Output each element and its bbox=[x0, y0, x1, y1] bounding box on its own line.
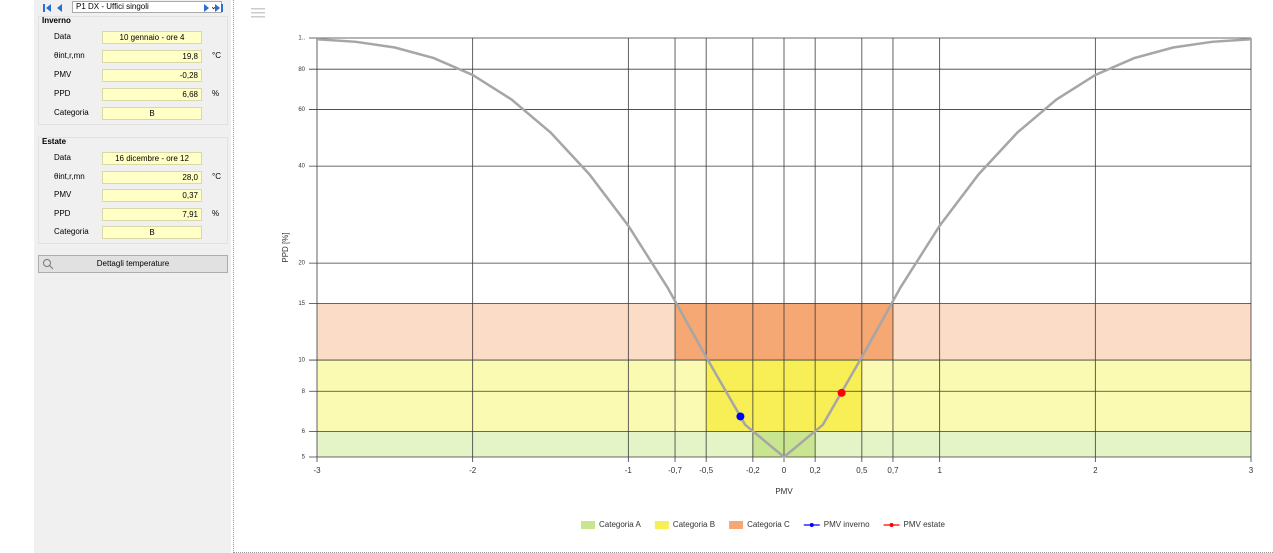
field-unit: % bbox=[212, 89, 220, 98]
x-tick-label: -0,2 bbox=[746, 466, 760, 475]
x-tick-label: -3 bbox=[313, 466, 321, 475]
x-tick-label: -0,7 bbox=[668, 466, 682, 475]
y-tick-label: 10 bbox=[298, 358, 305, 364]
field-label: θint,r,mn bbox=[54, 51, 85, 60]
y-tick-label: 1.. bbox=[298, 36, 305, 42]
x-tick-label: 0,2 bbox=[810, 466, 822, 475]
field-label: Data bbox=[54, 153, 71, 162]
field-label: PPD bbox=[54, 89, 71, 98]
x-tick-label: -1 bbox=[625, 466, 633, 475]
section-frame bbox=[38, 137, 228, 244]
legend-swatch bbox=[654, 521, 669, 529]
field-label: θint,r,mn bbox=[54, 171, 85, 181]
x-tick-label: 1 bbox=[937, 466, 942, 475]
field-label: Categoria bbox=[54, 227, 89, 236]
y-tick-label: 6 bbox=[302, 429, 306, 435]
legend-label: Categoria A bbox=[599, 520, 641, 529]
field-value: 28,0 bbox=[102, 170, 202, 184]
y-tick-label: 60 bbox=[298, 107, 305, 113]
chart: 1.. 80 60 40 20 15 10 8 6 5 -3 -2 -1 -0,7 -0,5 -0,2 0 0,2… bbox=[233, 0, 1273, 553]
x-tick-label: -0,5 bbox=[699, 466, 713, 475]
y-tick-label: 8 bbox=[302, 389, 306, 395]
y-tick-label: 15 bbox=[298, 301, 305, 307]
field-label: PMV bbox=[54, 70, 72, 79]
section-title: Estate bbox=[42, 137, 67, 146]
field-label: Categoria bbox=[54, 108, 89, 117]
legend-label: Categoria B bbox=[673, 520, 715, 529]
side-panel: P1 DX - Uffici singoli ⌄ Dettagli tempera… bbox=[34, 0, 231, 553]
field-unit: °C bbox=[212, 171, 221, 181]
legend-dot bbox=[809, 523, 814, 527]
y-tick-label: 5 bbox=[302, 455, 306, 461]
field-value: 19,8 bbox=[102, 50, 202, 63]
y-tick-label: 80 bbox=[298, 67, 305, 73]
field-value: -0,28 bbox=[102, 69, 202, 82]
dropdown-arrow: ⌄ bbox=[210, 2, 217, 11]
section-frame bbox=[38, 16, 228, 125]
legend-label: PMV inverno bbox=[824, 520, 870, 529]
details-button[interactable]: Dettagli temperature bbox=[38, 255, 228, 273]
x-tick-label: 0,7 bbox=[887, 466, 899, 475]
field-value: 7,91 bbox=[102, 207, 202, 221]
x-tick-label: -2 bbox=[469, 466, 477, 475]
x-tick-label: 0 bbox=[782, 466, 787, 475]
legend-label: Categoria C bbox=[747, 520, 790, 529]
y-tick-label: 20 bbox=[298, 261, 305, 267]
pmv-point bbox=[837, 388, 846, 397]
x-tick-label: 0,5 bbox=[856, 466, 868, 475]
field-value: B bbox=[102, 226, 202, 239]
y-tick-label: 40 bbox=[298, 164, 305, 170]
nav-first-prev[interactable] bbox=[42, 2, 72, 14]
selector-text: P1 DX - Uffici singoli bbox=[76, 2, 149, 11]
button-label: Dettagli temperature bbox=[96, 259, 170, 268]
x-tick-label: 3 bbox=[1249, 466, 1254, 475]
section-title: Inverno bbox=[42, 16, 71, 25]
field-label: PMV bbox=[54, 190, 72, 199]
ppd-curve bbox=[316, 37, 1252, 459]
x-tick-label: 2 bbox=[1093, 466, 1098, 475]
search-icon bbox=[43, 259, 54, 270]
field-value: 10 gennaio - ore 4 bbox=[102, 31, 202, 44]
field-value: 6,68 bbox=[102, 88, 202, 101]
legend-swatch bbox=[581, 521, 595, 529]
field-label: Data bbox=[54, 32, 71, 41]
legend-dot bbox=[889, 523, 894, 527]
x-axis-label: PMV bbox=[775, 487, 793, 496]
legend-label: PMV estate bbox=[904, 520, 946, 529]
y-axis-label: PPD [%] bbox=[281, 232, 290, 262]
legend-swatch bbox=[729, 521, 744, 529]
field-label: PPD bbox=[54, 208, 71, 218]
field-value: 0,37 bbox=[102, 189, 202, 202]
pmv-point bbox=[736, 412, 745, 421]
field-value: 16 dicembre - ore 12 bbox=[102, 152, 202, 165]
nav-next-last[interactable] bbox=[200, 2, 230, 14]
field-value: B bbox=[102, 107, 202, 120]
field-unit: °C bbox=[212, 51, 221, 60]
field-unit: % bbox=[212, 208, 220, 218]
